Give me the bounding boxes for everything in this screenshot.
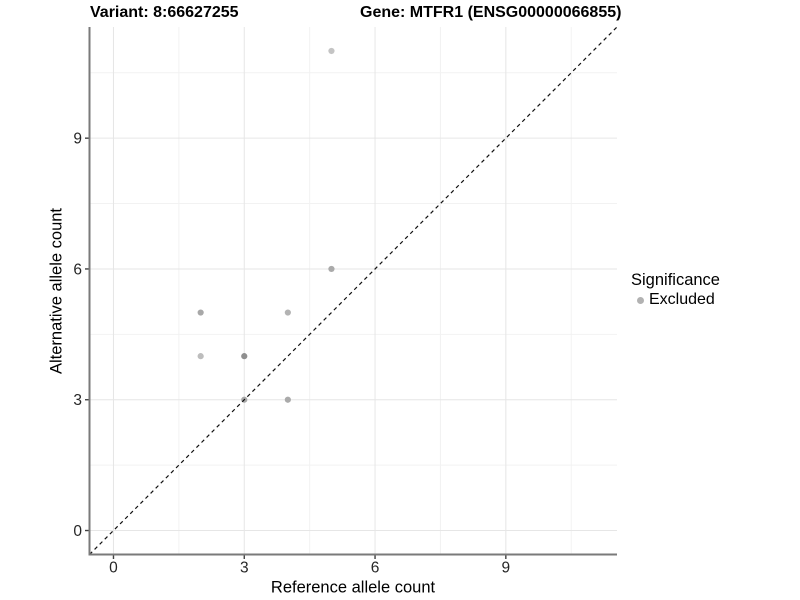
plot-title-gene: Gene: MTFR1 (ENSG00000066855)	[360, 4, 622, 21]
data-point	[241, 353, 248, 360]
legend-title: Significance	[631, 271, 720, 289]
plot-title-variant: Variant: 8:66627255	[90, 4, 239, 21]
legend-item-excluded: Excluded	[631, 291, 720, 309]
data-point	[197, 353, 204, 360]
x-tick-label: 0	[109, 560, 118, 577]
legend: Significance Excluded	[631, 271, 720, 309]
data-point	[197, 309, 204, 316]
data-point	[328, 265, 335, 273]
y-tick-label: 0	[73, 523, 82, 540]
x-tick-label: 3	[240, 560, 249, 577]
data-point	[328, 47, 335, 55]
x-tick-label: 6	[371, 560, 380, 577]
x-tick-label: 9	[502, 560, 511, 577]
x-axis-title: Reference allele count	[270, 578, 436, 597]
y-tick-label: 6	[73, 261, 82, 278]
y-axis-title: Alternative allele count	[47, 207, 66, 375]
data-point	[284, 309, 291, 316]
legend-point-icon	[637, 296, 644, 304]
legend-item-label: Excluded	[649, 291, 715, 308]
y-tick-label: 9	[73, 131, 82, 148]
data-point	[284, 396, 291, 403]
y-tick-label: 3	[73, 392, 82, 409]
identity-line	[89, 26, 618, 555]
